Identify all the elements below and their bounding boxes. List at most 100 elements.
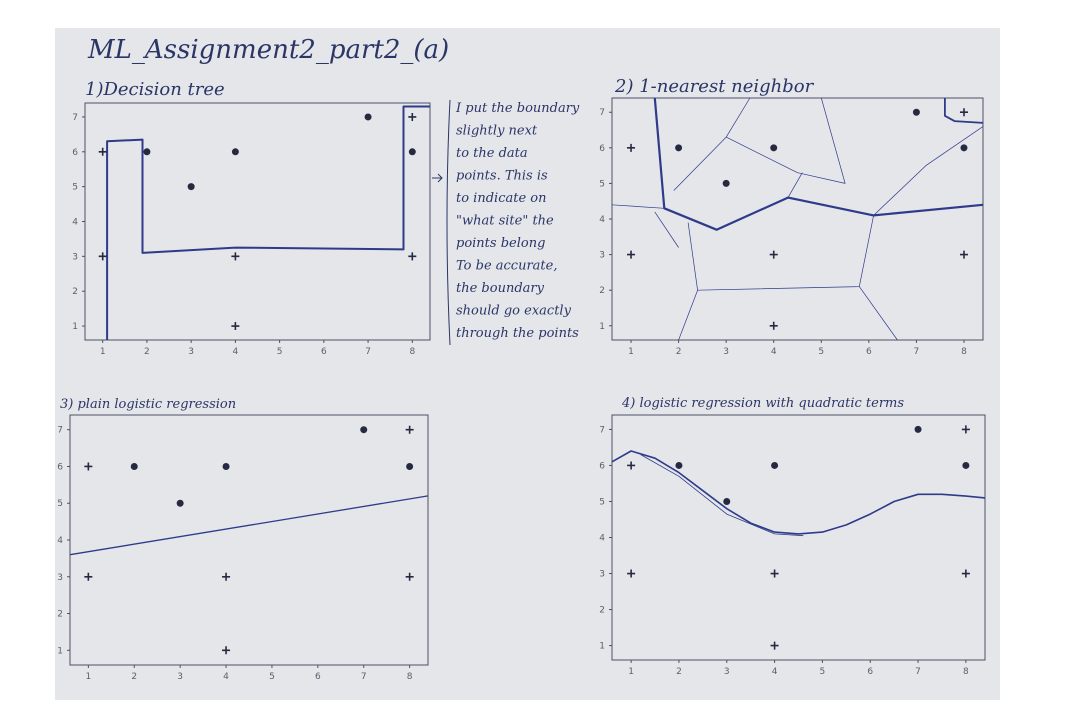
x-tick-label: 6 bbox=[315, 672, 321, 682]
cross-point bbox=[770, 641, 779, 650]
cross-point bbox=[231, 322, 240, 331]
dot-point bbox=[770, 144, 778, 152]
x-tick-label: 8 bbox=[409, 347, 415, 357]
x-tick-label: 5 bbox=[277, 347, 283, 357]
cross-point bbox=[408, 252, 417, 261]
x-tick-label: 5 bbox=[269, 672, 275, 682]
cross-point bbox=[408, 112, 417, 121]
y-tick-label: 1 bbox=[72, 322, 78, 332]
cross-point bbox=[627, 461, 636, 470]
y-tick-label: 1 bbox=[57, 646, 63, 656]
y-tick-label: 7 bbox=[72, 113, 78, 123]
cross-point bbox=[405, 572, 414, 581]
dot-point bbox=[675, 144, 683, 152]
dot-point bbox=[364, 113, 372, 121]
x-tick-label: 4 bbox=[771, 347, 777, 357]
dot-point bbox=[771, 461, 779, 469]
dot-point bbox=[675, 461, 683, 469]
boundary bbox=[787, 172, 803, 198]
boundary bbox=[859, 286, 898, 341]
x-tick-label: 5 bbox=[818, 347, 824, 357]
y-tick-label: 7 bbox=[57, 426, 63, 436]
x-tick-label: 7 bbox=[365, 347, 371, 357]
cross-point bbox=[98, 147, 107, 156]
boundary bbox=[653, 97, 984, 231]
note-line: to the data bbox=[456, 146, 528, 161]
panel-title: 3) plain logistic regression bbox=[60, 397, 236, 412]
cross-point bbox=[627, 250, 636, 259]
panel-title: 2) 1-nearest neighbor bbox=[614, 76, 815, 97]
dot-point bbox=[143, 148, 151, 156]
cross-point bbox=[222, 646, 231, 655]
boundary bbox=[611, 204, 665, 209]
y-tick-label: 7 bbox=[599, 108, 605, 118]
x-tick-label: 3 bbox=[724, 667, 730, 677]
x-tick-label: 7 bbox=[361, 672, 367, 682]
cross-point bbox=[84, 462, 93, 471]
boundary bbox=[654, 211, 679, 248]
boundary bbox=[726, 97, 846, 184]
cross-point bbox=[959, 250, 968, 259]
x-tick-label: 1 bbox=[628, 667, 634, 677]
dot-point bbox=[408, 148, 416, 156]
dot-point bbox=[176, 499, 184, 507]
sheet-title: ML_Assignment2_part2_(a) bbox=[87, 35, 449, 65]
x-tick-label: 1 bbox=[628, 347, 634, 357]
dot-point bbox=[960, 144, 968, 152]
y-tick-label: 2 bbox=[599, 286, 605, 296]
y-tick-label: 4 bbox=[599, 215, 605, 225]
x-tick-label: 6 bbox=[321, 347, 327, 357]
paper bbox=[55, 28, 1000, 700]
note-line: the boundary bbox=[456, 281, 545, 296]
y-tick-label: 4 bbox=[57, 536, 63, 546]
y-tick-label: 3 bbox=[599, 251, 605, 261]
x-tick-label: 2 bbox=[131, 672, 137, 682]
boundary bbox=[69, 495, 429, 556]
dot-point bbox=[723, 497, 731, 505]
cross-point bbox=[627, 143, 636, 152]
y-tick-label: 3 bbox=[57, 573, 63, 583]
dot-point bbox=[914, 425, 922, 433]
arrow bbox=[432, 173, 443, 183]
note-line: points. This is bbox=[456, 169, 548, 184]
x-tick-label: 1 bbox=[85, 672, 91, 682]
x-tick-label: 4 bbox=[223, 672, 229, 682]
x-tick-label: 3 bbox=[188, 347, 194, 357]
y-tick-label: 5 bbox=[599, 497, 605, 507]
cross-point bbox=[770, 569, 779, 578]
dot-point bbox=[231, 148, 239, 156]
cross-point bbox=[98, 252, 107, 261]
y-tick-label: 5 bbox=[599, 179, 605, 189]
cross-point bbox=[769, 321, 778, 330]
dot-point bbox=[406, 462, 414, 470]
note-line: through the points bbox=[456, 326, 579, 341]
cross-point bbox=[231, 252, 240, 261]
panel-title: 1)Decision tree bbox=[85, 79, 225, 100]
note-line: to indicate on bbox=[456, 191, 546, 206]
x-tick-label: 2 bbox=[676, 667, 682, 677]
note-line: To be accurate, bbox=[456, 259, 557, 274]
boundary bbox=[678, 290, 698, 341]
y-tick-label: 6 bbox=[599, 461, 605, 471]
y-tick-label: 2 bbox=[72, 287, 78, 297]
boundary bbox=[687, 215, 874, 291]
x-tick-label: 4 bbox=[772, 667, 778, 677]
y-tick-label: 2 bbox=[599, 606, 605, 616]
y-tick-label: 3 bbox=[599, 570, 605, 580]
y-tick-label: 1 bbox=[599, 642, 605, 652]
cross-point bbox=[769, 250, 778, 259]
note-bracket bbox=[446, 99, 451, 346]
panel-title: 4) logistic regression with quadratic te… bbox=[621, 396, 904, 411]
x-tick-label: 2 bbox=[144, 347, 150, 357]
boundary bbox=[873, 126, 984, 216]
y-tick-label: 3 bbox=[72, 252, 78, 262]
note-line: slightly next bbox=[456, 124, 538, 139]
y-tick-label: 6 bbox=[72, 148, 78, 158]
cross-point bbox=[222, 572, 231, 581]
boundary bbox=[944, 98, 984, 124]
x-tick-label: 3 bbox=[723, 347, 729, 357]
x-tick-label: 6 bbox=[867, 667, 873, 677]
y-tick-label: 4 bbox=[72, 218, 78, 228]
